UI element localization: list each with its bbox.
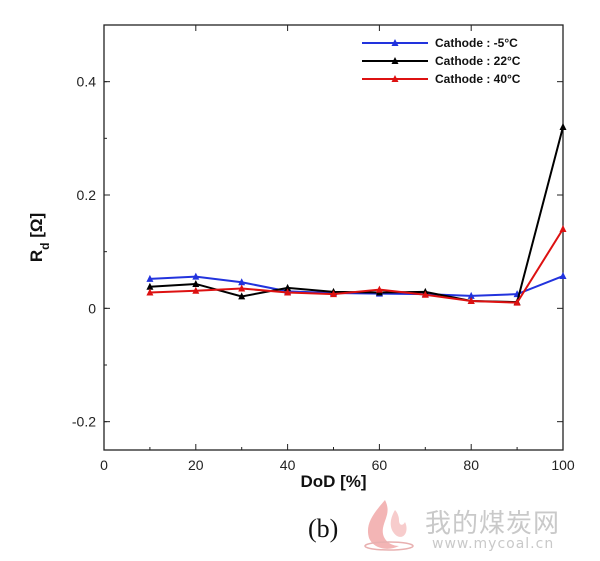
series-point-2	[146, 288, 154, 296]
y-tick-label: 0.2	[77, 187, 97, 203]
y-tick-label: 0	[88, 300, 96, 316]
plot-frame	[103, 24, 564, 451]
legend-label-2: Cathode : 40°C	[435, 72, 521, 86]
series-point-1	[284, 283, 292, 291]
series-point-1	[146, 282, 154, 290]
figure-caption: (b)	[308, 514, 339, 543]
legend-marker-2	[391, 75, 399, 82]
series-point-2	[284, 288, 292, 296]
y-tick-label: -0.2	[72, 414, 96, 430]
series-point-2	[467, 296, 475, 304]
y-tick-label: 0.4	[77, 74, 97, 90]
watermark-text: 我的煤炭网	[425, 509, 561, 539]
series-point-2	[375, 285, 383, 293]
x-tick-label: 100	[551, 457, 575, 473]
series-point-1	[559, 123, 567, 130]
series-line-1	[149, 126, 564, 304]
series-point-1	[238, 292, 246, 300]
series-point-2	[421, 290, 429, 298]
legend-label-1: Cathode : 22°C	[435, 54, 521, 68]
series-line-0	[149, 275, 564, 297]
series-point-2	[559, 225, 567, 232]
legend-label-0: Cathode : -5°C	[435, 36, 518, 50]
series-point-2	[330, 290, 337, 298]
series-point-1	[192, 279, 200, 287]
x-tick-label: 60	[372, 457, 388, 473]
legend-marker-0	[391, 39, 399, 46]
series-point-2	[192, 286, 200, 294]
x-tick-label: 80	[463, 457, 479, 473]
series-point-0	[146, 274, 154, 282]
flame-logo-icon	[364, 500, 414, 551]
series-point-0	[467, 291, 475, 299]
x-tick-label: 0	[100, 457, 108, 473]
y-axis-title: Rd [Ω]	[27, 213, 52, 262]
series-point-0	[238, 278, 246, 286]
series-line-2	[149, 228, 564, 304]
series-point-0	[192, 272, 200, 280]
x-tick-label: 20	[188, 457, 204, 473]
legend-marker-1	[391, 57, 399, 64]
series-point-0	[559, 272, 567, 280]
x-tick-label: 40	[280, 457, 296, 473]
chart: 0 20 40 60 80 100 -0.2 0 0.2 0.4 DoD [%] Rd [Ω] Cath…	[27, 24, 575, 491]
watermark-url: www.mycoal.cn	[432, 536, 555, 552]
series-point-2	[513, 298, 521, 306]
x-axis-title: DoD [%]	[300, 472, 366, 491]
series-point-2	[238, 284, 246, 292]
